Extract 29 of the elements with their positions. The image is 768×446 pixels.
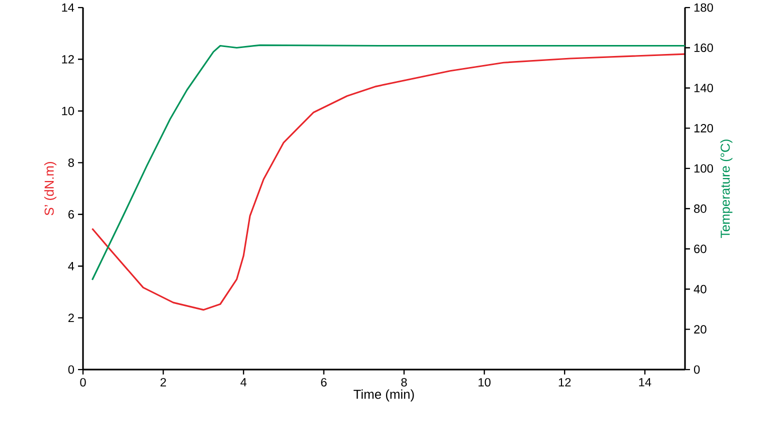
- x-tick-label: 12: [558, 378, 571, 387]
- y-tick-label: 2: [68, 314, 74, 322]
- x-tick-label: 0: [80, 378, 86, 387]
- y-tick-label: 8: [68, 158, 74, 168]
- y-tick-label: 4: [68, 262, 74, 270]
- x-tick-label: 14: [639, 378, 652, 387]
- y2-tick-label: 40: [694, 285, 706, 294]
- y-tick-label: 10: [62, 106, 74, 116]
- y2-tick-label: 120: [694, 124, 714, 133]
- y-tick-label: 14: [62, 4, 74, 12]
- y-tick-label: 6: [68, 210, 74, 219]
- x-axis-title: Time (min): [354, 390, 414, 402]
- y-axis-title: S’ (dN.m): [44, 162, 56, 216]
- y2-tick-label: 160: [694, 44, 714, 52]
- x-tick-label: 6: [321, 378, 327, 387]
- y2-tick-label: 80: [694, 204, 706, 214]
- y2-tick-label: 140: [694, 84, 714, 92]
- y2-tick-label: 60: [694, 244, 706, 254]
- y2-tick-label: 180: [694, 4, 714, 12]
- x-tick-label: 8: [401, 378, 407, 387]
- x-tick-label: 10: [478, 378, 491, 387]
- y2-axis-title: Temperature (°C): [720, 140, 732, 238]
- y-tick-label: 12: [62, 55, 74, 64]
- x-tick-label: 2: [160, 378, 166, 387]
- y2-tick-label: 0: [694, 366, 700, 374]
- y2-tick-label: 20: [694, 325, 706, 334]
- x-tick-label: 4: [240, 378, 247, 387]
- y-tick-label: 0: [68, 366, 74, 374]
- y2-tick-label: 100: [694, 164, 714, 173]
